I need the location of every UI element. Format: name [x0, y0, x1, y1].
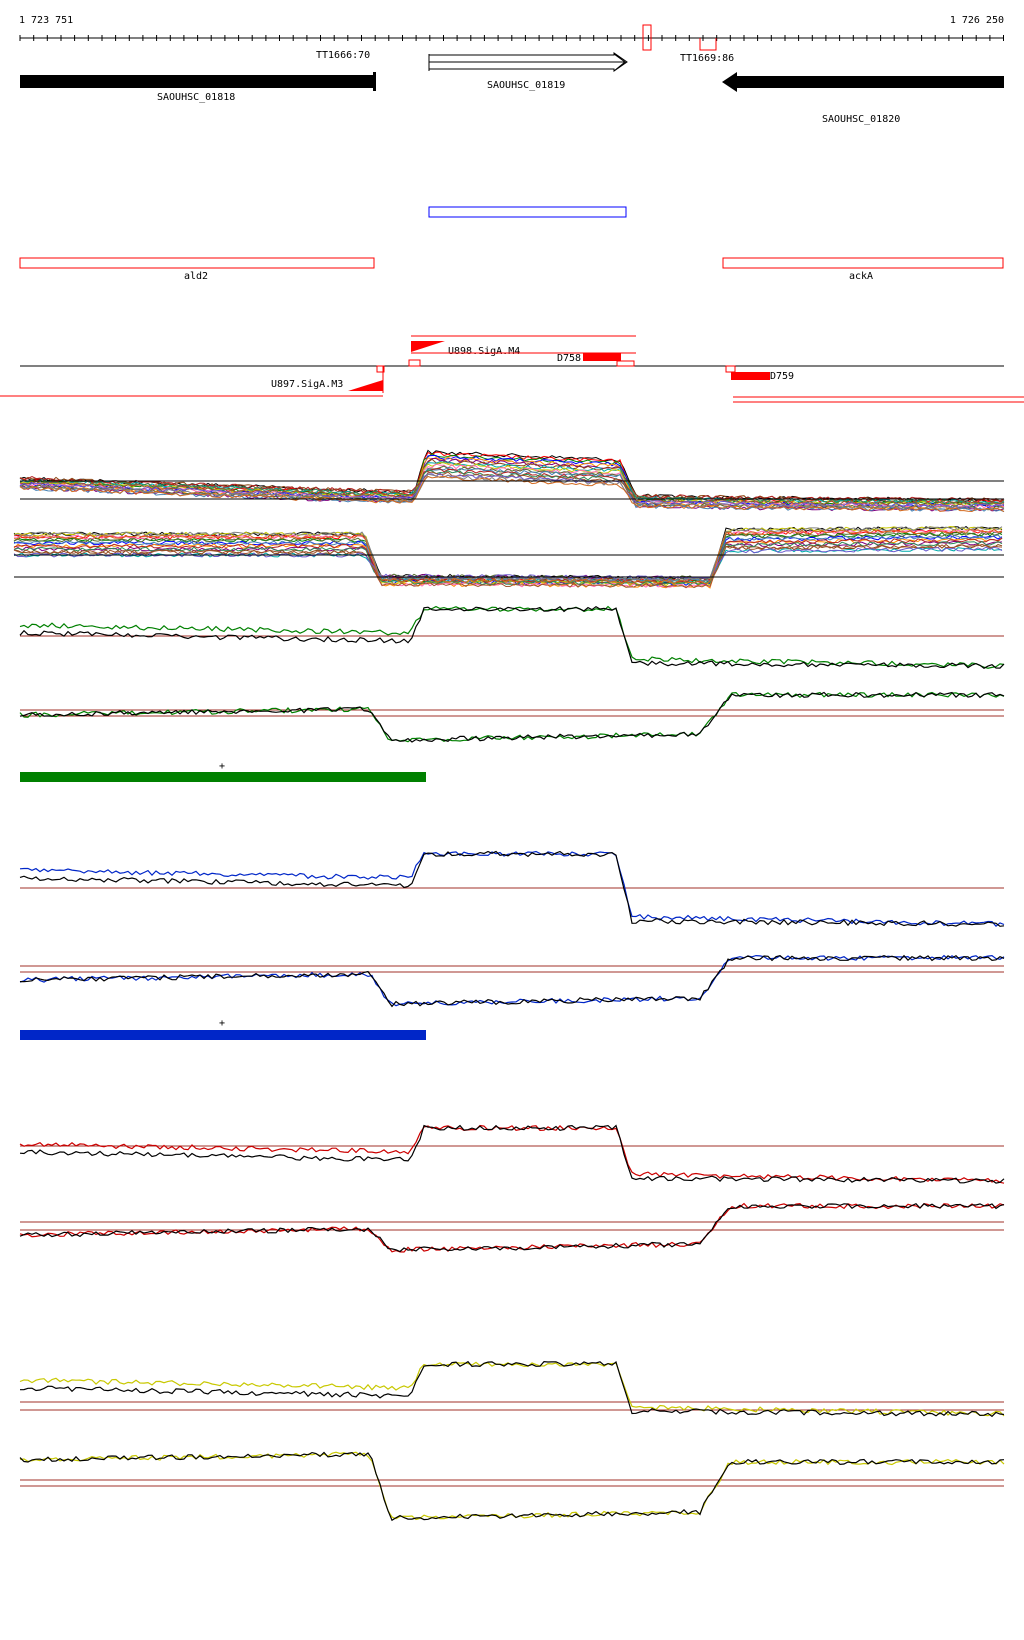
regulatory-track: U898.SigA.M4 D758 U897.SigA.M3 D759 — [0, 335, 1024, 403]
condition-forward-series — [19, 1124, 1005, 1184]
segment-bar-blue-fill — [20, 1030, 426, 1040]
condition-panels — [19, 605, 1005, 1522]
region-outline-box — [428, 206, 627, 218]
promoter-label-d758: D758 — [557, 353, 581, 364]
promoter-u898-tick — [408, 359, 421, 367]
terminator-label-tt1669: TT1669:86 — [680, 53, 734, 64]
segment-bar-green: + — [20, 761, 426, 782]
condition-forward-series — [19, 850, 1005, 927]
promoter-d758-bar — [583, 353, 621, 361]
terminator-label-tt1666: TT1666:70 — [316, 50, 370, 61]
expression-overview-reverse — [13, 525, 1003, 589]
gene-saouhsc-01818-bar — [20, 75, 375, 88]
overview-reverse-series — [13, 540, 1003, 587]
overview-forward-series — [19, 469, 1005, 505]
gene-saouhsc-01818-end — [373, 72, 376, 91]
condition-reverse-series — [19, 691, 1005, 743]
overview-forward-series — [19, 468, 1005, 503]
gene-saouhsc-01820-arrow — [722, 72, 1004, 92]
annotation-track: ald2 ackA — [19, 257, 1004, 282]
gene-label-saouhsc-01818: SAOUHSC_01818 — [157, 92, 235, 103]
condition-reverse-series — [19, 1202, 1005, 1253]
ruler-start-label: 1 723 751 — [19, 15, 73, 26]
overview-forward-series — [19, 475, 1005, 513]
segment-bar-blue: + — [20, 1018, 426, 1040]
condition-reverse-series — [19, 1202, 1005, 1253]
promoter-d758-tick — [616, 360, 635, 367]
condition-reverse-series — [19, 1451, 1005, 1522]
overview-forward-series — [19, 472, 1005, 509]
condition-forward-series — [19, 1360, 1005, 1418]
annotation-label-acka: ackA — [849, 271, 873, 282]
promoter-label-u897: U897.SigA.M3 — [271, 379, 343, 390]
promoter-d759-bar — [731, 372, 770, 380]
overview-forward-series — [19, 456, 1005, 510]
gene-track: SAOUHSC_01818 SAOUHSC_01819 SAOUHSC_0182… — [20, 52, 1004, 125]
segment-bar-green-strand: + — [219, 761, 225, 772]
annotation-ald2-box — [19, 257, 375, 269]
segment-bar-green-fill — [20, 772, 426, 782]
promoter-d759-tick — [725, 365, 736, 373]
overview-reverse-series — [13, 546, 1003, 580]
overview-reverse-series — [13, 535, 1003, 587]
terminator-marker-hairpin — [642, 24, 652, 51]
condition-reverse-series — [19, 954, 1005, 1007]
condition-forward-series — [19, 1124, 1005, 1184]
annotation-acka-box — [722, 257, 1004, 269]
overview-reverse-series — [13, 543, 1003, 589]
coordinate-ruler: 1 723 751 1 726 250 — [19, 15, 1004, 41]
condition-forward-series — [19, 1361, 1005, 1417]
expression-overview-forward — [19, 449, 1005, 513]
segment-bar-blue-strand: + — [219, 1018, 225, 1029]
condition-reverse-series — [19, 691, 1005, 743]
condition-forward-series — [19, 850, 1005, 928]
gene-label-saouhsc-01820: SAOUHSC_01820 — [822, 114, 900, 125]
ruler-ticks — [19, 35, 1004, 41]
condition-reverse-series — [20, 954, 1005, 1008]
promoter-u898-triangle — [411, 341, 445, 352]
condition-forward-series — [19, 605, 1005, 669]
overview-reverse-series — [13, 528, 1003, 585]
terminator-marker-tt1669 — [699, 38, 717, 51]
gene-saouhsc-01819-arrow — [428, 52, 628, 72]
terminator-track: TT1666:70 TT1669:86 — [316, 24, 734, 64]
promoter-u897-triangle — [348, 380, 383, 391]
ruler-end-label: 1 726 250 — [950, 15, 1004, 26]
promoter-label-d759: D759 — [770, 371, 794, 382]
promoter-u897-tick — [376, 365, 385, 373]
annotation-label-ald2: ald2 — [184, 271, 208, 282]
condition-forward-series — [19, 605, 1005, 670]
gene-label-saouhsc-01819: SAOUHSC_01819 — [487, 80, 565, 91]
overview-reverse-series — [13, 537, 1003, 585]
condition-reverse-series — [19, 1451, 1005, 1521]
promoter-label-u898: U898.SigA.M4 — [448, 346, 520, 357]
